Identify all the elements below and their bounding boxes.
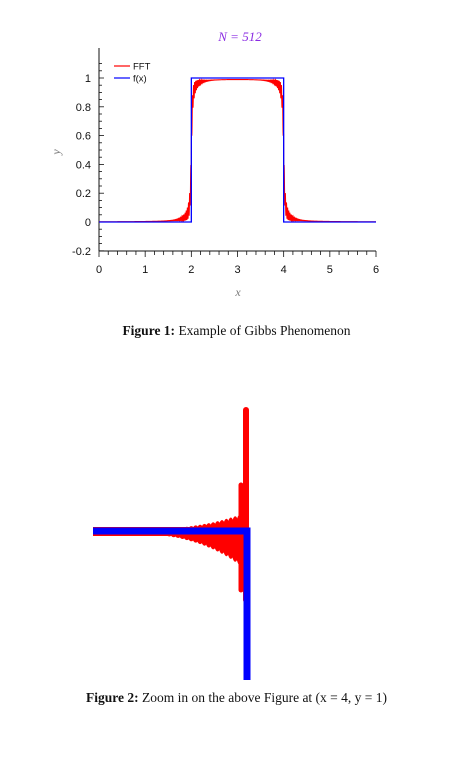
- fft-oscillation: [152, 529, 160, 535]
- fft-oscillation: [230, 516, 240, 562]
- figure-2-caption-text: Zoom in on the above Figure at (x = 4, y…: [141, 690, 388, 705]
- y-tick-label: 0.8: [76, 102, 91, 114]
- fft-oscillation: [234, 514, 245, 565]
- fft-oscillation: [183, 526, 191, 541]
- series-fft-line: [99, 78, 376, 223]
- fft-oscillation: [113, 530, 120, 533]
- legend: FFT f(x): [114, 62, 151, 85]
- fft-base-band: [93, 527, 246, 536]
- y-tick-label: 1: [85, 73, 91, 85]
- fft-oscillation: [174, 527, 182, 538]
- legend-fx-label: f(x): [133, 74, 147, 85]
- fft-oscillation: [157, 528, 164, 536]
- x-tick-label: 3: [234, 264, 240, 276]
- figure-1-caption-label: Figure 1:: [122, 323, 176, 338]
- legend-fft-label: FFT: [133, 62, 151, 73]
- y-tick-label: -0.2: [72, 246, 91, 258]
- fft-oscillation: [165, 528, 173, 537]
- fft-oscillation: [204, 523, 213, 548]
- y-tick-label: 0.2: [76, 188, 91, 200]
- figure-2-caption-label: Figure 2:: [85, 690, 139, 705]
- fft-oscillation: [208, 522, 218, 550]
- fft-oscillation: [118, 529, 124, 534]
- fft-oscillation: [161, 528, 169, 536]
- x-tick-label: 0: [96, 264, 102, 276]
- figure-1-caption: Figure 1: Example of Gibbs Phenomenon: [0, 323, 473, 339]
- fft-oscillation: [126, 529, 133, 534]
- fft-oscillation: [178, 527, 187, 539]
- fft-oscillation: [221, 518, 231, 557]
- x-tick-label: 5: [327, 264, 333, 276]
- fft-oscillation: [135, 529, 142, 534]
- axes: [98, 48, 377, 257]
- y-tick-label: 0.4: [76, 159, 91, 171]
- fft-oscillation: [196, 524, 205, 545]
- fft-oscillation: [144, 529, 151, 535]
- fft-oscillation: [139, 529, 146, 534]
- fft-oscillation: [217, 520, 227, 554]
- fft-oscillation: [200, 523, 209, 546]
- y-axis-label: y: [49, 149, 63, 156]
- y-tick-label: 0: [85, 217, 91, 229]
- x-tick-label: 4: [281, 264, 287, 276]
- fft-oscillation: [213, 521, 223, 552]
- fft-oscillation: [170, 528, 178, 538]
- figure-1-caption-text: Example of Gibbs Phenomenon: [178, 323, 351, 338]
- fft-oscillation: [96, 530, 102, 533]
- fft-oscillation: [109, 530, 115, 533]
- fft-oscillation: [131, 529, 138, 534]
- zoom-series-fx-line: [93, 527, 251, 680]
- chart-title: N = 512: [217, 29, 262, 44]
- fft-oscillation: [187, 526, 196, 542]
- fft-oscillation: [191, 525, 200, 543]
- fft-oscillation: [226, 517, 236, 559]
- figure-2-caption: Figure 2: Zoom in on the above Figure at…: [0, 690, 473, 706]
- x-tick-label: 6: [373, 264, 379, 276]
- y-tick-label: 0.6: [76, 131, 91, 143]
- fft-oscillation: [100, 530, 106, 533]
- figure-1-chart: N = 512 y x -0.2 0 0.2 0.4 0.6 0.8 1 0 1 2 3 4 5 6 F…: [49, 29, 379, 299]
- fft-oscillation: [122, 530, 129, 534]
- fft-oscillation: [105, 530, 111, 533]
- x-axis-label: x: [234, 285, 241, 299]
- x-tick-labels: 0 1 2 3 4 5 6: [96, 264, 379, 276]
- x-tick-label: 2: [188, 264, 194, 276]
- fft-oscillation: [239, 513, 249, 569]
- y-tick-labels: -0.2 0 0.2 0.4 0.6 0.8 1: [72, 73, 91, 258]
- series-fx-line: [99, 77, 376, 223]
- zoom-series-fft: [93, 407, 249, 603]
- x-tick-label: 1: [142, 264, 148, 276]
- fft-oscillation: [148, 529, 155, 535]
